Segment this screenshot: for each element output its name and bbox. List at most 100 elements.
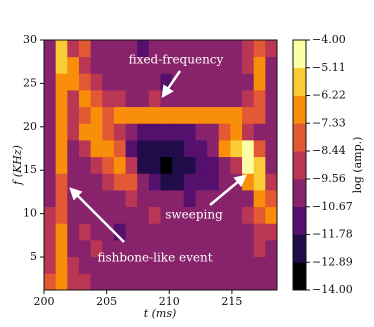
heatmap-cell bbox=[78, 240, 91, 258]
heatmap-cell bbox=[172, 140, 185, 158]
y-tick-label: 5 bbox=[30, 250, 37, 263]
heatmap-cell bbox=[125, 156, 138, 174]
heatmap-cell bbox=[242, 106, 255, 124]
heatmap-cell bbox=[195, 190, 208, 208]
heatmap-cell bbox=[230, 190, 243, 208]
heatmap-cell bbox=[265, 40, 278, 58]
colorbar-tick-label: −8.44 bbox=[312, 144, 346, 157]
heatmap-cell bbox=[78, 106, 91, 124]
colorbar-swatch bbox=[293, 234, 306, 263]
heatmap-cell bbox=[183, 173, 196, 191]
heatmap-cell bbox=[195, 156, 208, 174]
heatmap-cell bbox=[218, 223, 231, 241]
colorbar-swatch bbox=[293, 206, 306, 235]
heatmap-cell bbox=[218, 90, 231, 108]
heatmap-cell bbox=[137, 73, 150, 91]
heatmap-cell bbox=[67, 173, 80, 191]
heatmap-cell bbox=[183, 190, 196, 208]
heatmap-cell bbox=[125, 123, 138, 141]
heatmap-cell bbox=[113, 256, 126, 274]
colorbar-swatch bbox=[293, 67, 306, 96]
heatmap-cell bbox=[78, 173, 91, 191]
heatmap-cell bbox=[160, 190, 173, 208]
heatmap-cell bbox=[90, 73, 103, 91]
heatmap-cell bbox=[90, 56, 103, 74]
heatmap-cell bbox=[218, 140, 231, 158]
heatmap-cell bbox=[44, 190, 57, 208]
colorbar-swatch bbox=[293, 123, 306, 152]
heatmap-cell bbox=[160, 256, 173, 274]
heatmap-cell bbox=[218, 173, 231, 191]
heatmap-cell bbox=[253, 140, 266, 158]
heatmap-cell bbox=[78, 273, 91, 291]
heatmap-cell bbox=[113, 123, 126, 141]
heatmap-cell bbox=[253, 90, 266, 108]
heatmap-cell bbox=[102, 90, 115, 108]
heatmap-cell bbox=[78, 206, 91, 224]
heatmap-cell bbox=[242, 156, 255, 174]
heatmap-cell bbox=[160, 73, 173, 91]
heatmap-cell bbox=[207, 190, 220, 208]
heatmap-cell bbox=[67, 140, 80, 158]
heatmap-cell bbox=[102, 123, 115, 141]
heatmap-cell bbox=[137, 240, 150, 258]
heatmap-cell bbox=[90, 273, 103, 291]
heatmap-cell bbox=[55, 106, 68, 124]
heatmap-cell bbox=[172, 123, 185, 141]
heatmap-cell bbox=[148, 90, 161, 108]
heatmap-cell bbox=[148, 223, 161, 241]
heatmap-cell bbox=[78, 156, 91, 174]
arrow bbox=[209, 174, 247, 206]
overlay: fixed-frequency sweeping fishbone-like e… bbox=[69, 53, 247, 265]
heatmap-cell bbox=[253, 273, 266, 291]
heatmap-cell bbox=[67, 90, 80, 108]
heatmap-cell bbox=[137, 140, 150, 158]
heatmap-cell bbox=[195, 73, 208, 91]
heatmap-cell bbox=[67, 156, 80, 174]
heatmap-cell bbox=[55, 256, 68, 274]
x-tick-label: 200 bbox=[34, 295, 55, 308]
x-axis-label: t (ms) bbox=[144, 307, 177, 320]
heatmap-cell bbox=[102, 173, 115, 191]
heatmap-cell bbox=[160, 240, 173, 258]
colorbar-swatch bbox=[293, 95, 306, 124]
heatmap-cell bbox=[207, 223, 220, 241]
heatmap-cell bbox=[113, 40, 126, 58]
colorbar-tick-label: −9.56 bbox=[312, 172, 346, 185]
heatmap-cell bbox=[160, 56, 173, 74]
colorbar-frame bbox=[292, 39, 307, 291]
heatmap-cell bbox=[242, 256, 255, 274]
heatmap-cell bbox=[125, 56, 138, 74]
heatmap-cell bbox=[44, 206, 57, 224]
colorbar-tick-label: −11.78 bbox=[312, 228, 353, 241]
heatmap-cell bbox=[55, 223, 68, 241]
heatmap-cell bbox=[125, 40, 138, 58]
heatmap-cell bbox=[253, 40, 266, 58]
y-tick-label: 15 bbox=[23, 163, 37, 176]
heatmap-cell bbox=[67, 106, 80, 124]
heatmap-cell bbox=[67, 73, 80, 91]
heatmap-cell bbox=[195, 106, 208, 124]
heatmap-cell bbox=[172, 106, 185, 124]
heatmap-cell bbox=[242, 240, 255, 258]
heatmap-cell bbox=[265, 140, 278, 158]
heatmap-cell bbox=[137, 173, 150, 191]
heatmap-cell bbox=[44, 56, 57, 74]
heatmap-cell bbox=[160, 206, 173, 224]
heatmap-cell bbox=[207, 206, 220, 224]
heatmap-cell bbox=[253, 173, 266, 191]
heatmap-cell bbox=[242, 206, 255, 224]
heatmap-cell bbox=[207, 123, 220, 141]
heatmap-cell bbox=[207, 56, 220, 74]
heatmap-cell bbox=[230, 273, 243, 291]
heatmap-cell bbox=[183, 40, 196, 58]
heatmap-cell bbox=[160, 273, 173, 291]
heatmap-cell bbox=[113, 273, 126, 291]
heatmap-cell bbox=[265, 256, 278, 274]
heatmap-cell bbox=[102, 273, 115, 291]
heatmap-cell bbox=[218, 40, 231, 58]
heatmap-cell bbox=[195, 273, 208, 291]
heatmap-cell bbox=[125, 173, 138, 191]
heatmap-cell bbox=[183, 56, 196, 74]
heatmap-cell bbox=[230, 90, 243, 108]
